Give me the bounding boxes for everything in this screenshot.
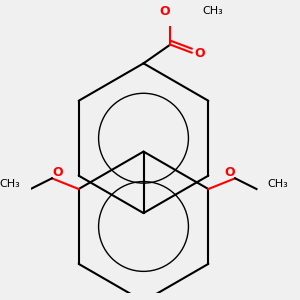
Text: O: O — [160, 5, 170, 18]
Text: CH₃: CH₃ — [202, 6, 223, 16]
Text: CH₃: CH₃ — [267, 179, 288, 189]
Text: O: O — [224, 167, 235, 179]
Text: O: O — [194, 47, 205, 61]
Text: O: O — [52, 167, 63, 179]
Text: CH₃: CH₃ — [0, 179, 20, 189]
